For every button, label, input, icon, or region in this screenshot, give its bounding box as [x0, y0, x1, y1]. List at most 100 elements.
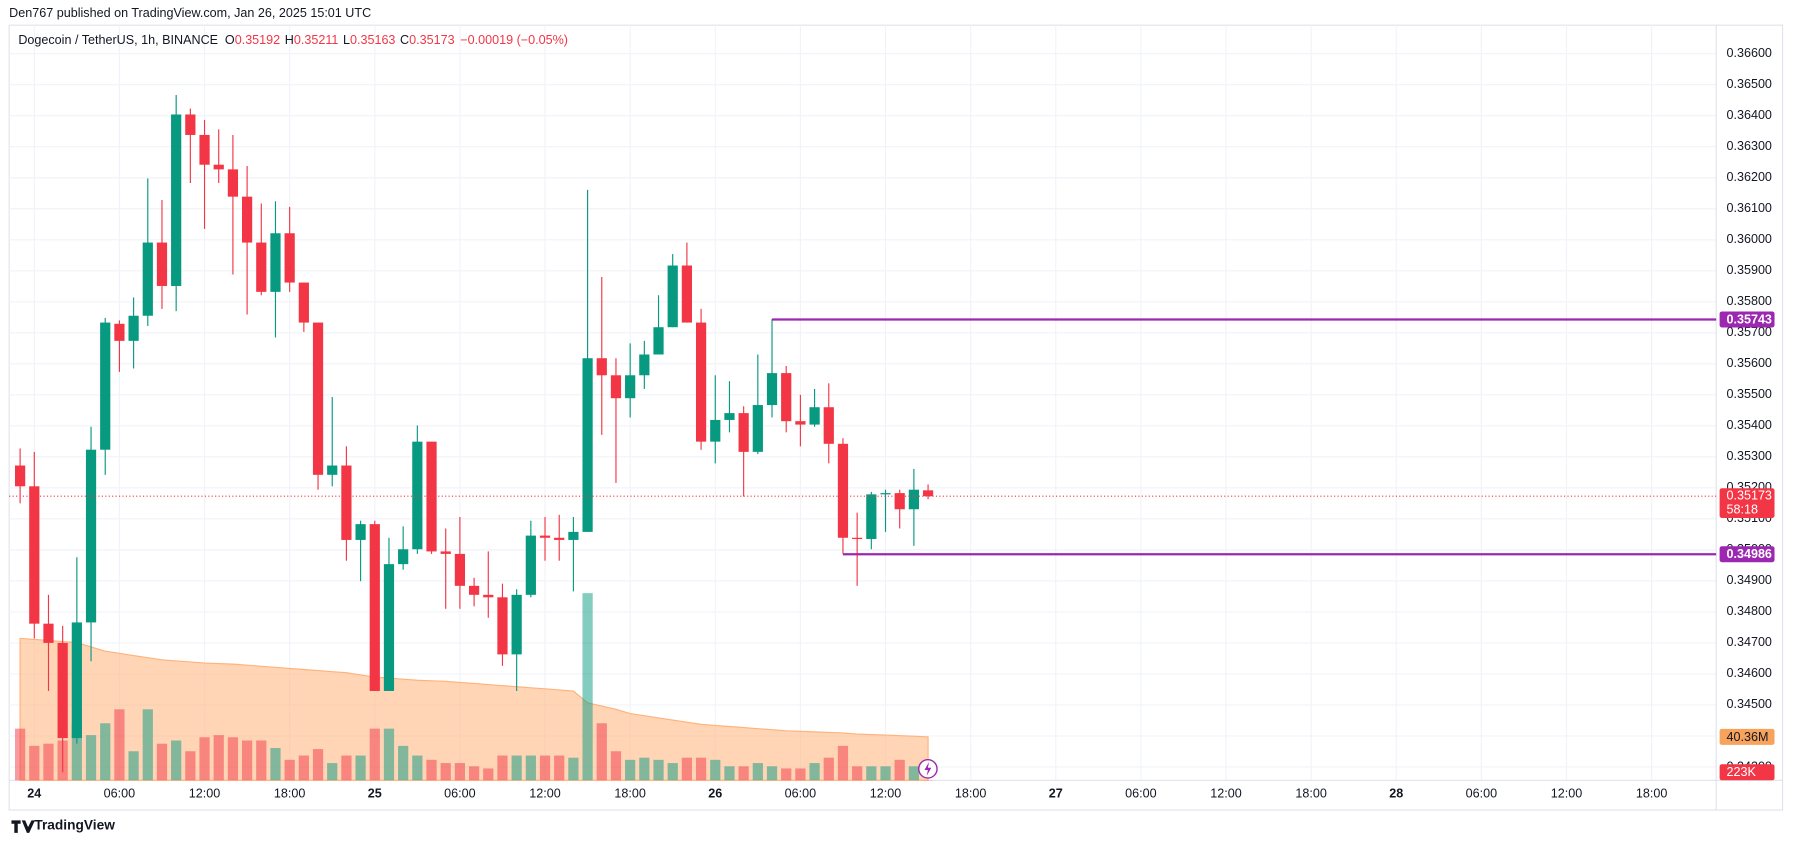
volume-bar — [341, 755, 352, 781]
level-label-box — [1719, 311, 1775, 328]
candle-body — [710, 419, 721, 442]
volume-bar — [483, 768, 494, 781]
candle-body — [14, 465, 26, 487]
legend-value: 0.35173 — [409, 34, 454, 48]
candle-body — [483, 594, 494, 598]
volume-bar — [185, 751, 196, 781]
volume-bar — [554, 755, 565, 781]
volume-bar — [880, 766, 891, 781]
x-tick-label: 28 — [1389, 786, 1403, 800]
candle-body — [355, 524, 366, 540]
volume-bar — [383, 728, 395, 781]
candle-body — [554, 537, 565, 540]
volume-bar — [781, 768, 792, 781]
volume-bar — [596, 723, 607, 781]
candle-body — [667, 265, 678, 328]
volume-bar — [412, 755, 423, 781]
y-tick-label: 0.34800 — [1726, 604, 1771, 618]
volume-bar — [568, 757, 579, 781]
y-tick-label: 0.35800 — [1726, 294, 1771, 308]
volume-bar — [29, 745, 40, 781]
volume-bar — [497, 755, 508, 781]
countdown: 58:18 — [1726, 502, 1757, 516]
volume-bar — [327, 763, 338, 781]
candle-body — [142, 242, 153, 316]
candle-body — [738, 413, 749, 452]
candle-body — [596, 358, 607, 376]
y-tick-label: 0.35700 — [1726, 325, 1771, 339]
candle-body — [852, 537, 863, 540]
volume-bar — [298, 755, 309, 781]
candle-body — [298, 282, 309, 323]
y-tick-label: 0.36200 — [1726, 170, 1771, 184]
volume-bar — [766, 766, 778, 781]
x-tick-label: 12:00 — [1551, 786, 1582, 800]
volume-bar — [156, 743, 168, 781]
candle-body — [199, 134, 210, 165]
y-tick-label: 0.34900 — [1726, 573, 1771, 587]
y-tick-label: 0.35900 — [1726, 263, 1771, 277]
y-tick-label: 0.36600 — [1726, 46, 1771, 60]
y-tick-label: 0.35300 — [1726, 449, 1771, 463]
x-tick-label: 06:00 — [785, 786, 816, 800]
candle-body — [312, 322, 324, 475]
legend-key: O — [225, 34, 235, 48]
volume-bar — [852, 766, 863, 781]
candle-body — [454, 553, 466, 586]
x-tick-label: 27 — [1049, 786, 1063, 800]
legend-value: 0.35211 — [294, 34, 339, 48]
volume-bar — [100, 723, 111, 781]
volume-bar — [653, 759, 664, 781]
candle-body — [341, 465, 352, 540]
legend-value: 0.35192 — [235, 34, 280, 48]
candle-body — [525, 535, 536, 595]
footer-logo — [11, 820, 35, 833]
y-tick-label: 0.35500 — [1726, 387, 1771, 401]
volume-bar — [752, 763, 763, 781]
candle-body — [29, 486, 40, 624]
volume-bar — [270, 748, 281, 781]
legend-value: 0.35163 — [350, 34, 395, 48]
candle-body — [625, 375, 636, 399]
candle-body — [114, 323, 125, 341]
volume-bar — [241, 740, 253, 781]
x-tick-label: 18:00 — [614, 786, 645, 800]
x-tick-label: 06:00 — [1125, 786, 1156, 800]
volume-bar — [14, 728, 26, 781]
volume-bar — [312, 749, 324, 781]
volume-bar — [908, 766, 919, 781]
y-tick-label: 0.36000 — [1726, 232, 1771, 246]
volume-bar — [213, 735, 224, 781]
last-price-label: 0.35173 — [1726, 489, 1771, 503]
x-tick-label: 12:00 — [529, 786, 560, 800]
publisher: Den767 published on TradingView.com, Jan… — [9, 6, 371, 20]
candle-body — [440, 551, 451, 554]
volume-bar — [894, 759, 905, 781]
candle-body — [582, 358, 593, 532]
volume-bar — [128, 751, 139, 781]
candle-body — [880, 493, 891, 495]
chart-frame — [8, 24, 1784, 811]
y-tick-label: 0.36500 — [1726, 77, 1771, 91]
candle-body — [128, 315, 139, 341]
x-tick-label: 06:00 — [444, 786, 475, 800]
level-label: 0.34986 — [1726, 547, 1771, 561]
volume-bar — [142, 709, 153, 781]
x-tick-label: 18:00 — [955, 786, 986, 800]
volume-bar — [639, 757, 650, 781]
legend-key: L — [343, 34, 350, 48]
candle-body — [752, 405, 763, 452]
volume-bar — [398, 745, 409, 781]
volume-bar — [256, 740, 267, 781]
candle-body — [100, 322, 111, 450]
volume-bar — [809, 763, 820, 781]
footer: TradingView — [34, 818, 115, 833]
volume-bar — [511, 755, 522, 781]
candle-body — [497, 597, 508, 655]
legend-key: H — [285, 34, 294, 48]
volume-bar — [667, 763, 678, 781]
legend: Dogecoin / TetherUS, 1h, BINANCE O0.35192… — [18, 34, 568, 48]
volume-bar — [695, 757, 707, 781]
